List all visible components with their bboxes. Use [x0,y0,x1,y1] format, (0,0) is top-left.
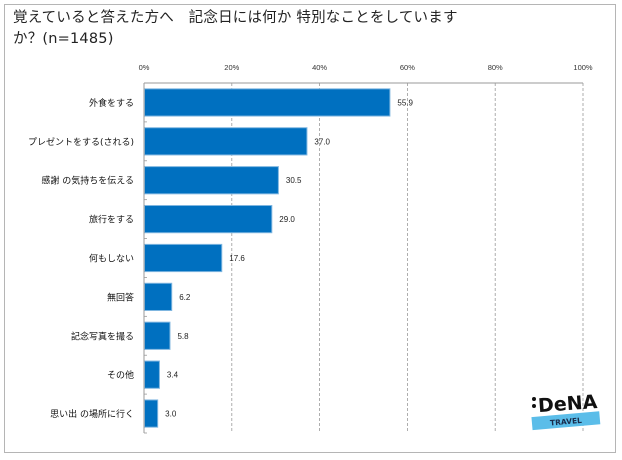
x-tick-label: 100% [573,63,593,72]
value-label: 17.6 [229,254,245,263]
category-label: 何もしない [89,253,134,265]
value-label: 37.0 [314,137,330,146]
value-label: 30.5 [286,176,302,185]
bar [144,321,171,350]
bar [144,205,273,234]
value-label: 3.0 [165,410,177,419]
x-tick-label: 0% [139,63,150,72]
chart-title-line-2: か？(n=1485) [13,31,114,47]
x-tick-label: 20% [224,63,239,72]
bar [144,166,279,195]
svg-text:TRAVEL: TRAVEL [550,416,583,428]
chart-title: 覚えていると答えた方へ 記念日には何か 特別なことをしています か？(n=148… [13,8,573,50]
x-axis-ticks: 0% 20% 40% 60% 80% 100% [139,63,593,72]
x-tick-label: 40% [312,63,327,72]
category-label: その他 [107,369,134,381]
gridlines [231,83,584,433]
bar [144,399,159,428]
value-label: 55.9 [397,98,413,107]
value-label: 6.2 [179,293,191,302]
chart-frame [4,4,616,453]
value-label: 29.0 [279,215,295,224]
value-labels: 55.9 37.0 30.5 29.0 17.6 6.2 5.8 3.4 3.0 [165,98,413,418]
value-label: 3.4 [167,371,179,380]
axes [143,82,583,434]
category-label: 外食をする [89,97,134,109]
category-label: 記念写真を撮る [71,330,134,342]
bar [144,360,160,389]
category-label: 感謝 の気持ちを伝える [41,175,134,187]
bars [144,88,391,428]
bar [144,127,308,156]
x-tick-label: 60% [400,63,415,72]
category-label: 旅行をする [89,214,134,226]
x-tick-label: 80% [488,63,503,72]
bar [144,88,391,117]
category-label: 思い出 の場所に行く [50,408,134,420]
logo-travel-band: TRAVEL [531,411,601,431]
bar [144,282,173,311]
value-label: 5.8 [177,332,189,341]
category-label: プレゼントをする(される) [28,136,134,148]
bar [144,243,223,273]
dena-travel-logo: DeNA TRAVEL [531,391,601,431]
chart-title-line-1: 覚えていると答えた方へ 記念日には何か 特別なことをしています [13,10,458,26]
category-label: 無回答 [107,291,134,303]
